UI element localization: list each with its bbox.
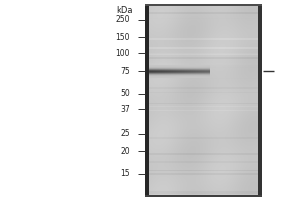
Text: 50: 50 (120, 90, 130, 98)
Text: 250: 250 (116, 16, 130, 24)
Text: 100: 100 (116, 48, 130, 58)
Text: kDa: kDa (116, 6, 133, 15)
Text: 37: 37 (120, 104, 130, 114)
Text: 25: 25 (120, 130, 130, 138)
Text: 15: 15 (120, 170, 130, 178)
Text: 75: 75 (120, 66, 130, 75)
Text: 150: 150 (116, 32, 130, 42)
Text: 20: 20 (120, 146, 130, 156)
